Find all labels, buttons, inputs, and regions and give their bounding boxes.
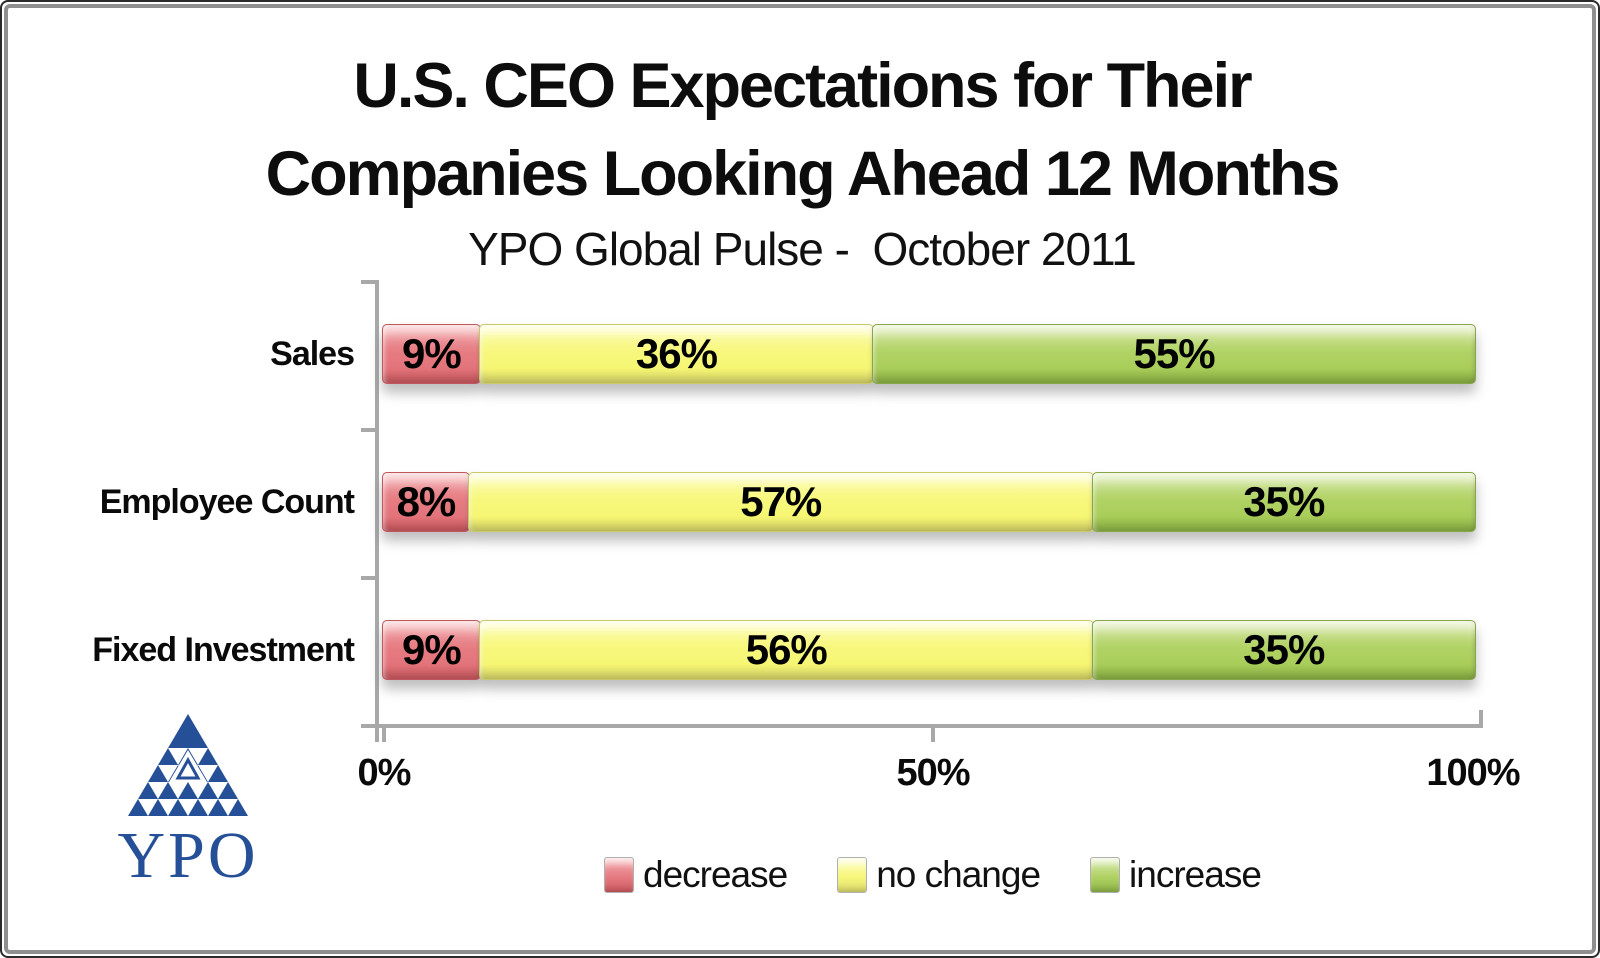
segment-value: 9%: [402, 626, 462, 673]
segment-value: 9%: [402, 330, 462, 377]
chart-title-line1: U.S. CEO Expectations for Their: [353, 51, 1252, 121]
segment-value: 57%: [740, 478, 822, 525]
slide-frame-inner: U.S. CEO Expectations for Their Companie…: [4, 4, 1596, 954]
legend-swatch-increase-icon: [1090, 857, 1121, 893]
segment-value: 36%: [635, 330, 718, 377]
legend: decrease no change increase: [604, 854, 1262, 896]
bar-row-fixed-investment: 9% 56% 35%: [382, 620, 1480, 680]
y-axis-tick: [361, 428, 375, 432]
legend-label: increase: [1129, 854, 1262, 895]
chart-subtitle: YPO Global Pulse - October 2011: [468, 223, 1137, 275]
chart-slide: U.S. CEO Expectations for Their Companie…: [8, 8, 1592, 950]
bar-row-sales: 9% 36% 55%: [382, 324, 1480, 384]
segment-value: 56%: [745, 626, 828, 673]
bar-segment-no-change: 57%: [467, 472, 1094, 532]
x-axis-tick-100: [1479, 710, 1483, 724]
bar-row-employee-count: 8% 57% 35%: [382, 472, 1480, 532]
segment-value: 35%: [1243, 478, 1325, 525]
bar-segment-increase: 35%: [1091, 472, 1476, 532]
x-axis-line: [364, 724, 1483, 728]
legend-swatch-decrease-icon: [604, 857, 634, 893]
category-label-fixed-investment: Fixed Investment: [92, 630, 355, 669]
stacked-bar: 8% 57% 35%: [382, 472, 1480, 532]
bar-segment-increase: 35%: [1091, 620, 1476, 680]
y-axis-tick: [361, 280, 375, 284]
segment-value: 35%: [1243, 626, 1325, 673]
legend-item-no-change: no change: [837, 854, 1041, 896]
segment-value: 55%: [1133, 330, 1215, 377]
x-tick-label-0: 0%: [357, 752, 412, 794]
segment-value: 8%: [396, 478, 457, 525]
bar-segment-no-change: 36%: [478, 324, 875, 384]
category-label-employee-count: Employee Count: [99, 482, 355, 521]
legend-item-increase: increase: [1090, 854, 1262, 896]
stacked-bar: 9% 36% 55%: [382, 324, 1480, 384]
x-tick-label-100: 100%: [1426, 752, 1520, 794]
y-axis-tick: [361, 576, 375, 580]
legend-label: decrease: [643, 854, 788, 895]
ypo-logo: YPO: [104, 712, 272, 912]
ypo-logo-text: YPO: [117, 819, 259, 892]
legend-item-decrease: decrease: [604, 854, 788, 896]
x-axis-tick-50: [931, 728, 935, 742]
legend-swatch-no-change-icon: [837, 857, 868, 893]
category-label-sales: Sales: [270, 334, 355, 373]
bar-segment-decrease: 8%: [382, 472, 470, 532]
x-tick-label-50: 50%: [896, 752, 970, 794]
x-axis-tick-0: [382, 728, 386, 742]
bar-segment-increase: 55%: [872, 324, 1476, 384]
bar-segment-decrease: 9%: [382, 620, 481, 680]
y-axis-tick: [361, 724, 375, 728]
legend-label: no change: [876, 854, 1041, 895]
bar-segment-decrease: 9%: [382, 324, 481, 384]
ypo-triangle-icon: [128, 714, 248, 816]
bar-segment-no-change: 56%: [478, 620, 1094, 680]
chart-title-line2: Companies Looking Ahead 12 Months: [265, 139, 1341, 209]
stacked-bar: 9% 56% 35%: [382, 620, 1480, 680]
y-axis-line: [375, 280, 379, 742]
